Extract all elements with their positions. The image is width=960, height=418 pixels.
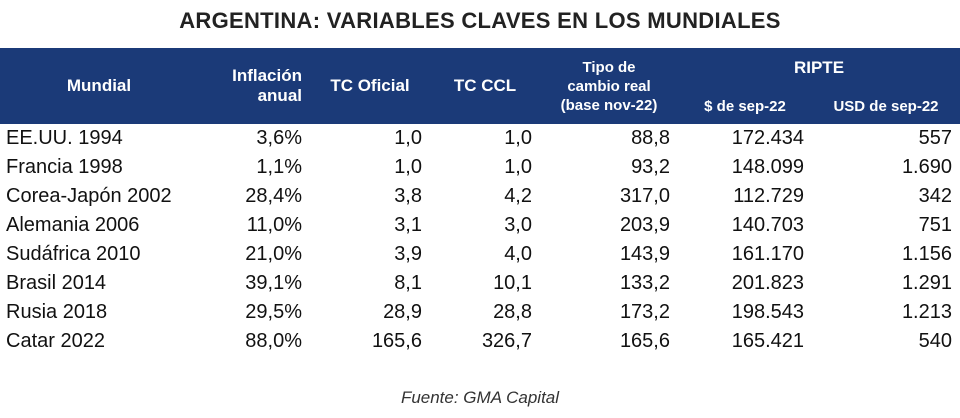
header-row-top: Mundial Inflación anual TC Oficial TC CC…	[0, 48, 960, 124]
cell-ripte-usd: 342	[918, 185, 952, 207]
cell-inflacion: 1,1%	[256, 156, 302, 178]
cell-mundial: Rusia 2018	[6, 301, 108, 323]
cell-ripte-usd: 1.213	[901, 301, 952, 323]
cell-inflacion: 21,0%	[245, 243, 302, 265]
cell-tc-oficial: 165,6	[371, 330, 422, 352]
cell-tc-oficial: 3,8	[394, 185, 422, 207]
cell-ripte-pesos: 201.823	[731, 272, 804, 294]
cell-ripte-usd: 1.291	[901, 272, 952, 294]
header-tc-oficial: TC Oficial	[310, 48, 430, 124]
header-ripte-pesos: $ de sep-22	[678, 88, 812, 124]
cell-ripte-pesos: 140.703	[731, 214, 804, 236]
cell-mundial: Corea-Japón 2002	[6, 185, 172, 207]
cell-ripte-pesos: 161.170	[731, 243, 804, 265]
cell-tc-oficial: 3,9	[394, 243, 422, 265]
cell-tc-ccl: 326,7	[481, 330, 532, 352]
cell-ripte-usd: 1.690	[901, 156, 952, 178]
cell-tc-oficial: 3,1	[394, 214, 422, 236]
header-tcr-line1: Tipo de	[582, 58, 636, 76]
cell-tcr: 133,2	[619, 272, 670, 294]
table-row: Francia 1998 1,1% 1,0 1,0 93,2 148.099 1…	[0, 153, 960, 182]
cell-ripte-pesos: 172.434	[731, 127, 804, 149]
cell-inflacion: 39,1%	[245, 272, 302, 294]
table-row: Brasil 2014 39,1% 8,1 10,1 133,2 201.823…	[0, 269, 960, 298]
cell-tcr: 203,9	[619, 214, 670, 236]
cell-inflacion: 3,6%	[256, 127, 302, 149]
cell-inflacion: 88,0%	[245, 330, 302, 352]
cell-tc-oficial: 1,0	[394, 127, 422, 149]
cell-inflacion: 29,5%	[245, 301, 302, 323]
cell-tc-ccl: 1,0	[504, 156, 532, 178]
cell-mundial: EE.UU. 1994	[6, 127, 123, 149]
cell-tc-ccl: 1,0	[504, 127, 532, 149]
header-inflacion-line1: Inflación	[232, 66, 302, 85]
cell-ripte-pesos: 112.729	[733, 185, 804, 207]
cell-tc-ccl: 28,8	[493, 301, 532, 323]
cell-ripte-usd: 1.156	[901, 243, 952, 265]
header-tc-ccl: TC CCL	[430, 48, 540, 124]
cell-tcr: 143,9	[619, 243, 670, 265]
cell-ripte-usd: 540	[918, 330, 952, 352]
table-row: Corea-Japón 2002 28,4% 3,8 4,2 317,0 112…	[0, 182, 960, 211]
header-row-bottom: $ de sep-22 USD de sep-22	[0, 88, 960, 124]
cell-tcr: 165,6	[619, 330, 670, 352]
cell-ripte-usd: 751	[918, 214, 952, 236]
header-tcr-line3: (base nov-22)	[560, 96, 658, 114]
cell-mundial: Sudáfrica 2010	[6, 243, 141, 265]
cell-ripte-pesos: 165.421	[731, 330, 804, 352]
header-tcr-line2: cambio real	[567, 77, 651, 95]
table-title: ARGENTINA: VARIABLES CLAVES EN LOS MUNDI…	[179, 8, 781, 33]
cell-ripte-pesos: 198.543	[731, 301, 804, 323]
header-inflacion: Inflación anual	[198, 48, 310, 124]
variables-table: Mundial Inflación anual TC Oficial TC CC…	[0, 48, 960, 356]
cell-tc-ccl: 3,0	[504, 214, 532, 236]
cell-tc-oficial: 1,0	[394, 156, 422, 178]
table-row: Sudáfrica 2010 21,0% 3,9 4,0 143,9 161.1…	[0, 240, 960, 269]
cell-tc-ccl: 4,0	[504, 243, 532, 265]
cell-tcr: 173,2	[619, 301, 670, 323]
table-row: Alemania 2006 11,0% 3,1 3,0 203,9 140.70…	[0, 211, 960, 240]
table-row: Catar 2022 88,0% 165,6 326,7 165,6 165.4…	[0, 327, 960, 356]
cell-ripte-usd: 557	[918, 127, 952, 149]
header-tipo-cambio-real: Tipo de cambio real (base nov-22)	[540, 48, 678, 124]
cell-mundial: Brasil 2014	[6, 272, 107, 294]
cell-inflacion: 11,0%	[246, 214, 302, 236]
cell-tcr: 317,0	[619, 185, 670, 207]
table-row: Rusia 2018 29,5% 28,9 28,8 173,2 198.543…	[0, 298, 960, 327]
header-ripte-usd: USD de sep-22	[812, 88, 960, 124]
cell-tc-oficial: 28,9	[383, 301, 422, 323]
header-ripte: RIPTE	[678, 48, 960, 88]
cell-mundial: Catar 2022	[6, 330, 105, 352]
header-inflacion-line2: anual	[257, 86, 302, 105]
cell-inflacion: 28,4%	[245, 185, 302, 207]
cell-tcr: 93,2	[631, 156, 670, 178]
cell-tcr: 88,8	[631, 127, 670, 149]
table-row: EE.UU. 1994 3,6% 1,0 1,0 88,8 172.434 55…	[0, 124, 960, 153]
cell-tc-oficial: 8,1	[394, 272, 422, 294]
header-mundial: Mundial	[0, 48, 198, 124]
cell-tc-ccl: 4,2	[504, 185, 532, 207]
cell-ripte-pesos: 148.099	[731, 156, 804, 178]
cell-tc-ccl: 10,1	[493, 272, 532, 294]
cell-mundial: Alemania 2006	[6, 214, 140, 236]
cell-mundial: Francia 1998	[6, 156, 123, 178]
source-note: Fuente: GMA Capital	[400, 388, 560, 407]
